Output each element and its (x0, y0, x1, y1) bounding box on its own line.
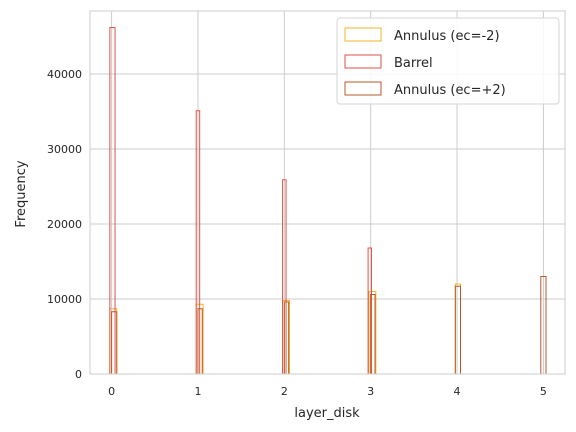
histogram-bar-series-2 (540, 276, 547, 374)
x-tick-label: 2 (281, 385, 288, 398)
x-axis-title: layer_disk (294, 406, 360, 421)
y-axis-title: Frequency (14, 160, 29, 227)
x-tick-label: 3 (367, 385, 374, 398)
histogram-bar-series-0 (368, 291, 377, 374)
histogram-bar-series-2 (370, 294, 376, 374)
legend-entry-label: Annulus (ec=-2) (394, 29, 500, 44)
histogram-bar-series-2 (283, 301, 290, 374)
y-tick-label: 30000 (47, 143, 82, 156)
y-tick-label: 20000 (47, 218, 82, 231)
legend-entry-label: Barrel (394, 56, 433, 71)
histogram-bar-series-1 (367, 247, 373, 374)
histogram-bar-series-2 (197, 308, 203, 374)
histogram-bars (109, 27, 547, 374)
histogram-bar-series-1 (195, 110, 201, 374)
y-tick-label: 40000 (47, 68, 82, 81)
legend-box (336, 17, 560, 105)
x-tick-label: 5 (540, 385, 547, 398)
x-tick-label: 0 (108, 385, 115, 398)
x-tick-label: 4 (454, 385, 461, 398)
y-tick-labels: 0 10000 20000 30000 40000 (47, 68, 82, 381)
y-tick-label: 10000 (47, 293, 82, 306)
legend-entry-label: Annulus (ec=+2) (394, 83, 506, 98)
legend-swatch (344, 54, 382, 69)
legend: Annulus (ec=-2) Barrel Annulus (ec=+2) (336, 17, 560, 105)
legend-swatch (344, 27, 382, 42)
x-tick-labels: 0 1 2 3 4 5 (108, 385, 547, 398)
x-tick-label: 1 (194, 385, 201, 398)
legend-swatch (344, 81, 382, 96)
histogram-bar-series-2 (454, 285, 461, 374)
y-tick-label: 0 (75, 368, 82, 381)
histogram-bar-series-1 (109, 27, 116, 374)
histogram-bar-series-1 (282, 179, 287, 374)
histogram-bar-series-2 (111, 311, 118, 374)
plot-frame (89, 10, 566, 375)
